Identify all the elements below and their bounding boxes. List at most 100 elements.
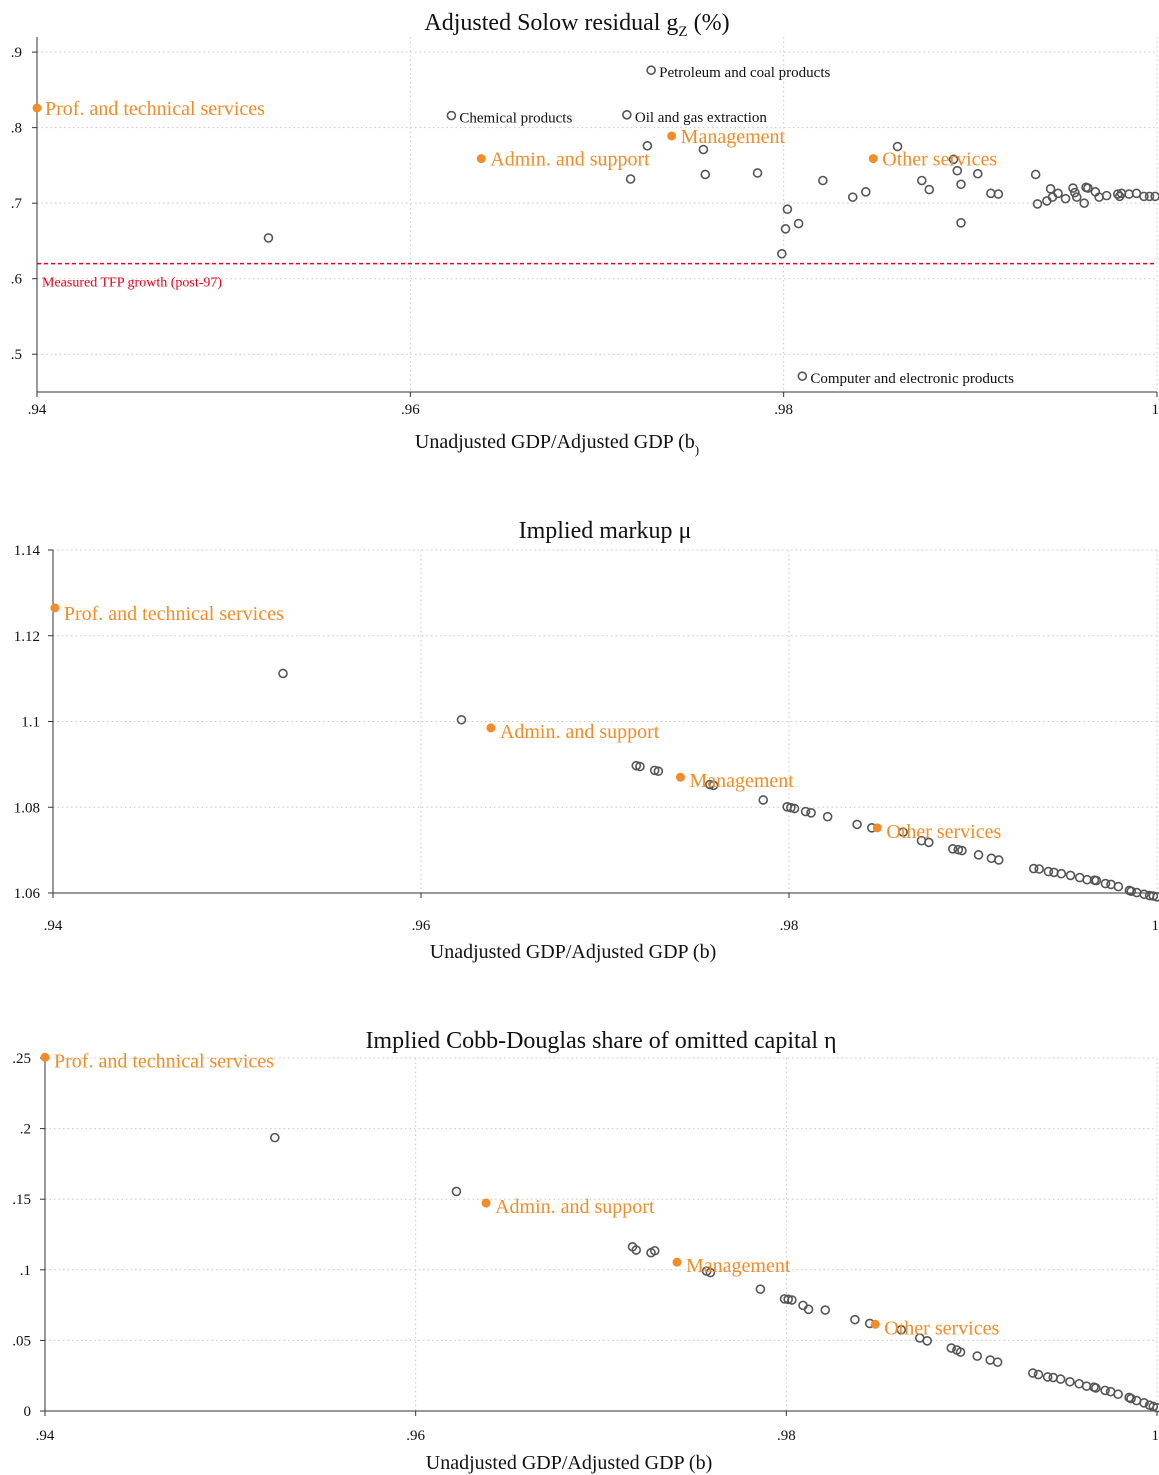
highlighted-point — [486, 723, 496, 733]
data-point — [992, 1357, 1003, 1367]
y-tick-label: 1.08 — [14, 800, 40, 816]
data-point — [758, 795, 769, 805]
point-label: Computer and electronic products — [810, 371, 1014, 387]
data-point — [852, 819, 862, 830]
data-point — [1100, 1385, 1110, 1396]
data-point — [263, 233, 274, 243]
data-point — [1126, 886, 1137, 897]
labeled-point — [446, 110, 457, 121]
x-tick-label: .96 — [401, 402, 420, 418]
data-point — [1028, 863, 1039, 874]
x-tick-label: .98 — [777, 1428, 796, 1444]
data-point — [1091, 1383, 1101, 1393]
data-point — [1100, 878, 1111, 889]
data-point — [1144, 191, 1155, 202]
data-point — [752, 168, 763, 178]
x-tick-label: .94 — [36, 1428, 55, 1444]
x-tick-label: 1 — [1152, 1428, 1159, 1444]
y-tick-label: 1.1 — [21, 715, 40, 731]
data-point — [822, 811, 833, 822]
data-point — [924, 184, 935, 195]
data-point — [1033, 1369, 1044, 1380]
y-tick-label: .1 — [20, 1263, 31, 1279]
data-point — [649, 765, 660, 776]
data-point — [278, 668, 288, 679]
data-point — [993, 189, 1004, 199]
y-tick-label: .7 — [11, 196, 23, 212]
y-tick-label: 1.12 — [14, 629, 40, 645]
data-point — [896, 1325, 907, 1335]
data-point — [972, 1351, 983, 1361]
data-point — [953, 844, 964, 855]
x-tick-label: 1 — [1152, 918, 1159, 934]
data-point — [798, 1300, 808, 1311]
data-point — [1071, 192, 1082, 202]
data-point — [956, 218, 966, 228]
highlighted-point-label: Management — [686, 1255, 791, 1277]
highlighted-point-label: Prof. and technical services — [54, 1050, 274, 1072]
highlighted-point — [476, 154, 486, 164]
data-point — [803, 1304, 814, 1315]
data-point — [631, 760, 642, 771]
x-tick-label: .96 — [406, 1428, 425, 1444]
data-point — [955, 1347, 966, 1357]
data-point — [635, 761, 645, 772]
highlighted-point-label: Prof. and technical services — [45, 98, 265, 120]
data-point — [818, 175, 828, 186]
highlighted-point-label: Prof. and technical services — [64, 603, 284, 625]
data-point — [642, 140, 653, 151]
data-point — [956, 179, 966, 190]
data-point — [705, 779, 715, 790]
data-point — [780, 224, 791, 234]
chart-title: Implied Cobb-Douglas share of omitted ca… — [365, 1028, 836, 1054]
data-point — [946, 1343, 957, 1353]
y-tick-label: .2 — [20, 1122, 31, 1138]
title-suffix: (%) — [688, 10, 730, 36]
point-label: Chemical products — [459, 111, 572, 127]
data-point — [898, 827, 908, 837]
data-point — [820, 1305, 831, 1315]
data-point — [1083, 183, 1093, 193]
labeled-point — [622, 109, 632, 120]
y-tick-label: 1.14 — [14, 543, 41, 559]
data-point — [1034, 864, 1045, 874]
data-point — [924, 837, 934, 848]
data-point — [705, 1267, 716, 1278]
point-label: Petroleum and coal products — [659, 65, 830, 81]
data-point — [1113, 1389, 1123, 1399]
x-tick-label: .96 — [412, 918, 431, 934]
data-point — [972, 168, 983, 179]
highlighted-point-label: Other services — [884, 1317, 999, 1339]
data-point — [1068, 183, 1078, 193]
highlighted-point-label: Other services — [882, 149, 997, 171]
data-point — [708, 780, 719, 791]
data-point — [1053, 188, 1063, 199]
labeled-point — [797, 371, 808, 381]
highlighted-point — [667, 131, 677, 141]
data-point — [1065, 1376, 1075, 1387]
data-point — [625, 174, 636, 184]
data-point — [1139, 889, 1149, 900]
data-point — [1139, 1398, 1149, 1408]
highlighted-point-label: Management — [681, 126, 786, 148]
data-point — [270, 1132, 280, 1143]
data-point — [1043, 866, 1054, 877]
data-point — [922, 1336, 932, 1346]
highlighted-point — [672, 1257, 682, 1267]
data-point — [1150, 191, 1159, 202]
labeled-point — [646, 65, 656, 76]
data-point — [451, 1186, 462, 1197]
data-point — [1101, 190, 1112, 201]
data-point — [1030, 169, 1041, 180]
data-point — [916, 175, 927, 186]
data-point — [1139, 191, 1149, 202]
highlighted-point-label: Other services — [886, 821, 1001, 843]
highlighted-point — [870, 1319, 880, 1329]
data-point — [1045, 184, 1056, 194]
highlighted-point-label: Admin. and support — [500, 721, 660, 743]
data-point — [787, 1295, 797, 1305]
x-axis-label: Unadjusted GDP/Adjusted GDP (b) — [430, 941, 716, 963]
y-tick-label: .25 — [12, 1051, 31, 1067]
data-point — [993, 855, 1004, 865]
